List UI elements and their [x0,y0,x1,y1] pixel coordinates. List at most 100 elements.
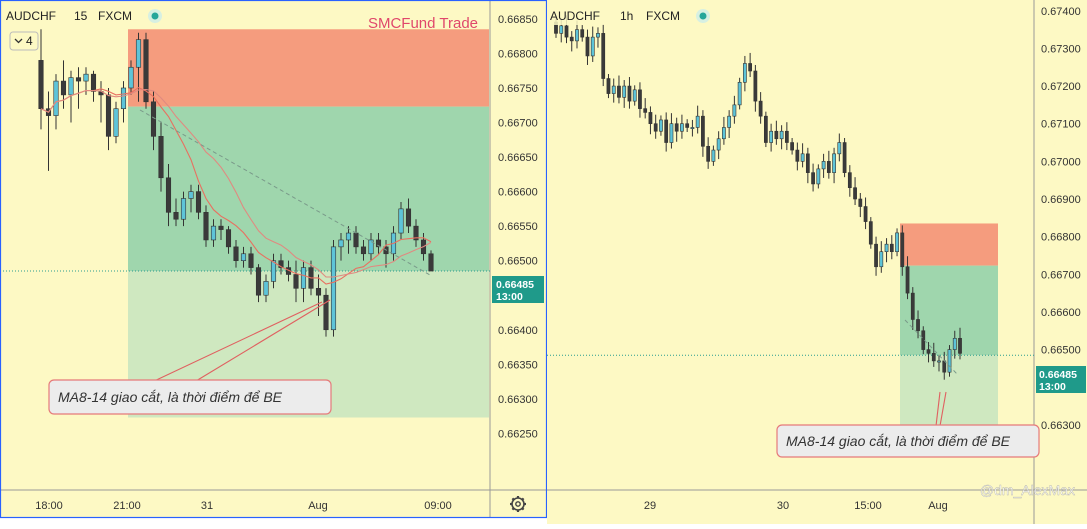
right-candle [685,119,690,132]
left-candle [233,239,239,268]
left-candle [218,219,224,240]
right-candle [627,77,632,109]
right-time-axis [547,490,1087,524]
right-x-tick-label: 15:00 [854,500,882,512]
left-price-axis [490,0,547,490]
left-y-tick-label: 0.66700 [498,118,538,130]
left-x-tick-label: 09:00 [424,500,452,512]
left-indicator-toggle[interactable]: 4 [9,31,39,51]
left-broker: FXCM [98,9,132,23]
footer-watermark: @dm_AlexMax [980,482,1075,498]
left-candle [225,226,232,254]
left-y-tick-label: 0.66650 [498,152,538,164]
right-profit-zone-filled [900,265,998,356]
left-time-axis [0,490,547,518]
right-candle [743,55,747,92]
left-annotation: MA8-14 giao cắt, là thời điểm để BE [48,379,332,415]
right-candle [858,192,863,218]
left-candle [173,198,179,227]
right-price-axis [1034,0,1087,490]
right-candle [648,106,653,135]
left-candle [270,253,277,289]
right-candle [695,105,700,134]
left-y-tick-label: 0.66350 [498,359,538,371]
right-candle [795,142,800,171]
left-candle [405,198,412,234]
left-candle [105,87,112,151]
left-candle [428,250,434,272]
left-candle [240,246,247,268]
left-candle [75,67,82,109]
right-candle [737,77,742,110]
right-candle [790,138,794,155]
left-candle [90,70,97,102]
left-candle [263,274,269,303]
right-candle [711,145,716,166]
right-candle [811,163,815,192]
right-candle [774,120,779,145]
gear-icon[interactable] [510,496,526,512]
right-candle [659,115,663,136]
left-candle [368,233,374,261]
left-candle [188,184,194,213]
left-interval[interactable]: 15 [74,9,88,23]
right-candle [701,110,705,157]
left-profit-zone-filled [128,106,489,272]
right-candle [847,165,852,197]
right-candle [590,26,595,62]
left-candle [398,201,404,240]
left-candle [360,239,367,261]
right-candle [643,98,648,119]
right-y-tick-label: 0.67200 [1041,81,1081,93]
right-candle [805,147,810,184]
right-annotation: MA8-14 giao cắt, là thời điểm để BE [776,424,1040,458]
right-candle [680,114,684,139]
right-candle [842,138,847,178]
left-y-tick-label: 0.66850 [498,14,538,26]
right-y-tick-label: 0.67100 [1041,119,1081,131]
left-candle [143,32,149,109]
left-x-tick-label: 21:00 [113,500,141,512]
right-y-tick-label: 0.66900 [1041,194,1081,206]
right-candle [706,137,711,169]
right-projection-line [904,319,959,376]
left-candle [120,81,127,123]
right-candle [690,119,695,137]
right-candle [632,85,637,106]
right-candle [664,112,669,152]
left-candle [315,274,322,316]
right-candle [722,116,726,145]
right-candle [853,177,857,206]
right-candle [837,133,842,162]
right-candle [816,164,821,189]
left-indicator-count: 4 [26,34,33,48]
left-candle [323,288,329,337]
left-ma-14-line [40,88,432,278]
left-candle [180,191,187,227]
right-candle [611,78,616,103]
left-candle [293,260,299,303]
right-candle [952,330,957,359]
left-candle [413,219,419,247]
left-candle [150,91,157,151]
left-candle [300,260,307,303]
left-candle [195,184,202,220]
right-candle [575,20,579,49]
right-interval[interactable]: 1h [620,9,633,23]
right-candle [601,24,606,87]
right-y-tick-label: 0.66300 [1041,420,1081,432]
right-candle [821,153,826,178]
left-x-tick-label: Aug [308,500,328,512]
right-candle [622,80,627,108]
right-y-tick-label: 0.67000 [1041,156,1081,168]
right-candle [617,75,621,104]
left-candle [210,219,217,247]
svg-text:0.66485: 0.66485 [1039,369,1077,381]
left-x-tick-label: 31 [201,500,213,512]
right-candle [758,92,763,124]
right-candle [926,342,931,363]
right-candle [884,238,889,263]
right-symbol: AUDCHF [550,9,600,23]
svg-text:13:00: 13:00 [1039,381,1066,393]
